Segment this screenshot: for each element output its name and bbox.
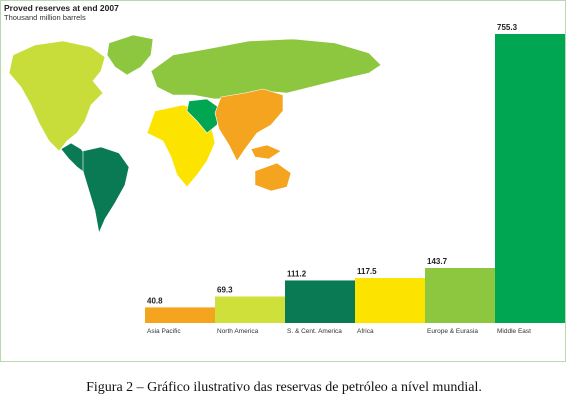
bar-africa [355,278,425,323]
map-region-asia-pacific-islands [250,144,282,160]
map-region-middle-east [186,98,222,134]
chart-title: Proved reserves at end 2007 [4,3,119,13]
bar-value-label: 755.3 [497,23,518,32]
category-label: S. & Cent. America [287,328,342,335]
map-region-asia-pacific [214,88,284,162]
bar-value-label: 143.7 [427,257,448,266]
map-region-australia [254,162,292,192]
map-region-europe-eurasia [150,38,382,100]
chart-subtitle: Thousand million barrels [4,13,86,22]
bar-europe-eurasia [425,268,495,323]
bar-value-label: 40.8 [147,296,163,305]
bar-value-label: 69.3 [217,285,233,294]
figure-caption: Figura 2 – Gráfico ilustrativo das reser… [86,380,482,395]
bar-value-label: 117.5 [357,267,377,276]
category-label: North America [217,328,259,335]
map-region-south-america [82,146,130,235]
bar-asia-pacific [145,307,215,323]
bar-s-cent-america [285,280,355,323]
map-region-north-america [8,40,106,152]
bar-middle-east [495,34,565,323]
category-label: Middle East [497,328,531,335]
world-map [8,34,382,235]
category-label: Asia Pacific [147,328,181,335]
figure-frame: Proved reserves at end 2007 Thousand mil… [0,0,566,362]
map-region-greenland [106,34,154,76]
bars-group: 40.8 Asia Pacific 69.3 North America 111.2 S.… [145,23,565,335]
bar-chart: 40.8 Asia Pacific 69.3 North America 111.2 S.… [145,23,565,335]
category-label: Africa [357,328,374,335]
bar-north-america [215,296,285,323]
bar-value-label: 111.2 [287,269,307,278]
category-label: Europe & Eurasia [427,328,478,335]
